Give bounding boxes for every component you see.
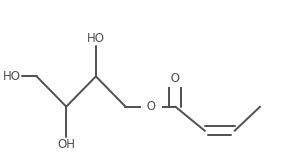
Text: O: O bbox=[167, 72, 184, 85]
Text: O: O bbox=[143, 100, 159, 113]
Text: HO: HO bbox=[87, 32, 105, 45]
Text: HO: HO bbox=[3, 70, 21, 83]
Text: OH: OH bbox=[57, 138, 75, 151]
